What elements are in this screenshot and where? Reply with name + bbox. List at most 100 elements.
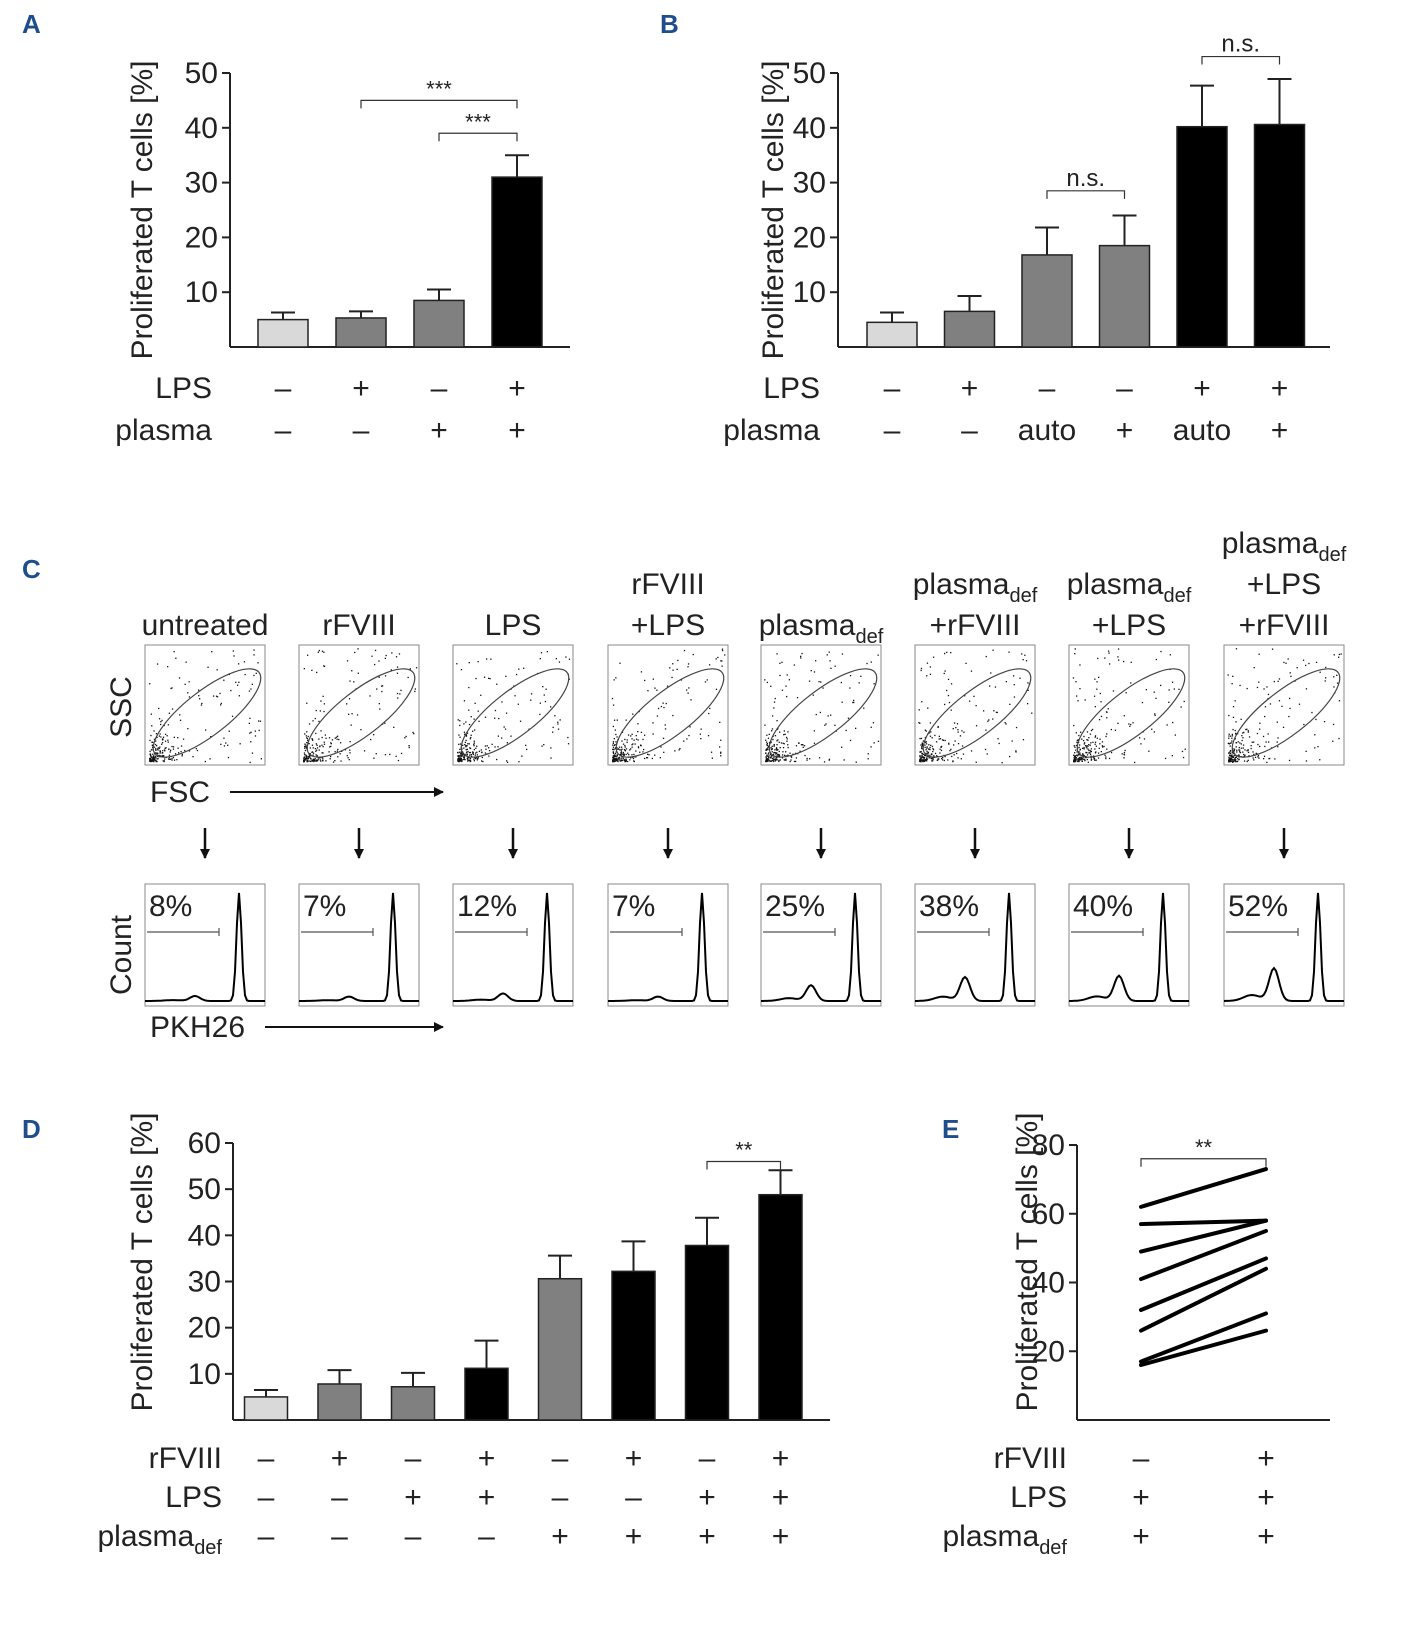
flow-scatter-dot [662, 702, 664, 704]
flow-scatter-dot [624, 750, 627, 752]
flow-scatter-dot [156, 758, 158, 760]
flow-scatter-dot [305, 755, 308, 757]
flow-scatter-dot [1073, 745, 1075, 747]
flow-scatter-dot [153, 738, 156, 740]
flow-scatter-dot [463, 756, 466, 759]
flow-scatter-dot [621, 748, 623, 750]
flow-scatter-dot [953, 722, 956, 724]
flow-scatter-dot [630, 757, 632, 759]
flow-scatter-dot [925, 752, 927, 754]
flow-scatter-dot [656, 689, 658, 691]
flow-scatter-dot [1087, 739, 1089, 741]
flow-scatter-dot [307, 735, 309, 738]
flow-scatter-dot [617, 759, 619, 761]
flow-scatter-dot [1228, 743, 1230, 745]
flow-scatter-dot [1317, 746, 1319, 748]
flow-scatter-dot [316, 749, 318, 751]
flow-scatter-dot [1294, 680, 1296, 682]
flow-scatter-dot [992, 649, 994, 651]
flow-scatter-dot [456, 663, 458, 665]
flow-scatter-dot [525, 744, 527, 746]
flow-scatter-dot [1078, 757, 1080, 759]
flow-scatter-dot [334, 737, 336, 739]
flow-scatter-dot [1277, 746, 1279, 748]
flow-scatter-dot [803, 745, 806, 747]
flow-scatter-dot [371, 655, 373, 657]
flow-scatter-dot [1086, 752, 1088, 754]
panel-e-condition-value: + [1257, 1442, 1275, 1475]
flow-histogram-curve [608, 892, 728, 1002]
flow-scatter-dot [1118, 659, 1120, 661]
flow-scatter-dot [212, 695, 215, 697]
flow-scatter-dot [488, 677, 490, 679]
flow-scatter-dot [775, 748, 778, 750]
flow-scatter-dot [381, 690, 383, 693]
flow-scatter-dot [320, 730, 322, 732]
flow-scatter-dot [777, 754, 780, 756]
flow-scatter-dot [1085, 751, 1087, 754]
flow-scatter-dot [1088, 749, 1090, 752]
panel-e-donor-line [1139, 1167, 1268, 1209]
flow-scatter-dot [469, 738, 471, 740]
flow-scatter-dot [232, 650, 234, 652]
flow-scatter-dot [156, 755, 159, 758]
flow-scatter-dot [1227, 742, 1229, 744]
flow-scatter-dot [470, 736, 472, 739]
flow-scatter-dot [1082, 740, 1085, 742]
flow-scatter-dot [544, 700, 547, 703]
flow-scatter-dot [164, 758, 166, 760]
flow-scatter-dot [350, 724, 352, 726]
flow-scatter-dot [932, 759, 934, 761]
flow-scatter-dot [349, 749, 351, 751]
flow-scatter-dot [715, 688, 718, 690]
flow-sample-title: rFVIII [322, 609, 395, 642]
flow-scatter-dot [959, 735, 962, 737]
flow-scatter-dot [506, 761, 509, 763]
flow-scatter-dot [357, 672, 359, 674]
flow-scatter-dot [173, 759, 176, 761]
flow-scatter-dot [306, 737, 308, 739]
flow-scatter-dot [459, 724, 461, 727]
flow-scatter-dot [521, 755, 523, 757]
flow-scatter-dot [773, 745, 775, 747]
flow-scatter-dot [771, 755, 773, 757]
flow-scatter-dot [459, 760, 461, 762]
flow-scatter-dot [177, 747, 179, 749]
flow-scatter-dot [924, 754, 926, 756]
flow-scatter-dot [778, 760, 780, 763]
flow-scatter-dot [149, 754, 152, 756]
flow-scatter-dot [947, 694, 950, 697]
flow-scatter-dot [931, 737, 933, 739]
flow-scatter-dot [476, 757, 479, 760]
flow-scatter-dot [1083, 747, 1085, 749]
flow-scatter-dot [931, 753, 933, 755]
flow-scatter-dot [929, 755, 931, 757]
flow-scatter-dot [1090, 750, 1092, 753]
flow-scatter-dot [315, 759, 318, 761]
flow-scatter-points [149, 649, 262, 764]
flow-scatter-dot [840, 681, 842, 684]
flow-scatter-dot [1009, 755, 1011, 758]
panel-b-bar [1253, 123, 1306, 348]
flow-scatter-dot [829, 660, 831, 662]
flow-scatter-dot [1324, 680, 1326, 682]
flow-scatter-dot [1096, 681, 1098, 683]
count-axis-label: Count [105, 914, 138, 995]
flow-scatter-dot [179, 719, 182, 721]
flow-scatter-dot [943, 672, 945, 675]
flow-scatter-dot [1099, 692, 1101, 695]
flow-scatter-dot [946, 651, 948, 653]
flow-scatter-dot [621, 758, 623, 760]
flow-scatter-dot [460, 751, 462, 753]
flow-scatter-dot [802, 744, 804, 746]
flow-scatter-dot [1244, 749, 1246, 751]
flow-scatter-dot [1083, 735, 1085, 738]
flow-scatter-dot [776, 653, 778, 655]
panel-b-significance-bracket [1201, 55, 1281, 65]
flow-scatter-dot [1180, 706, 1182, 708]
flow-scatter-dot [631, 754, 633, 756]
flow-scatter-dot [1228, 757, 1230, 759]
flow-scatter-dot [216, 696, 219, 698]
flow-scatter-dot [1236, 760, 1238, 763]
flow-scatter-dot [766, 744, 768, 746]
